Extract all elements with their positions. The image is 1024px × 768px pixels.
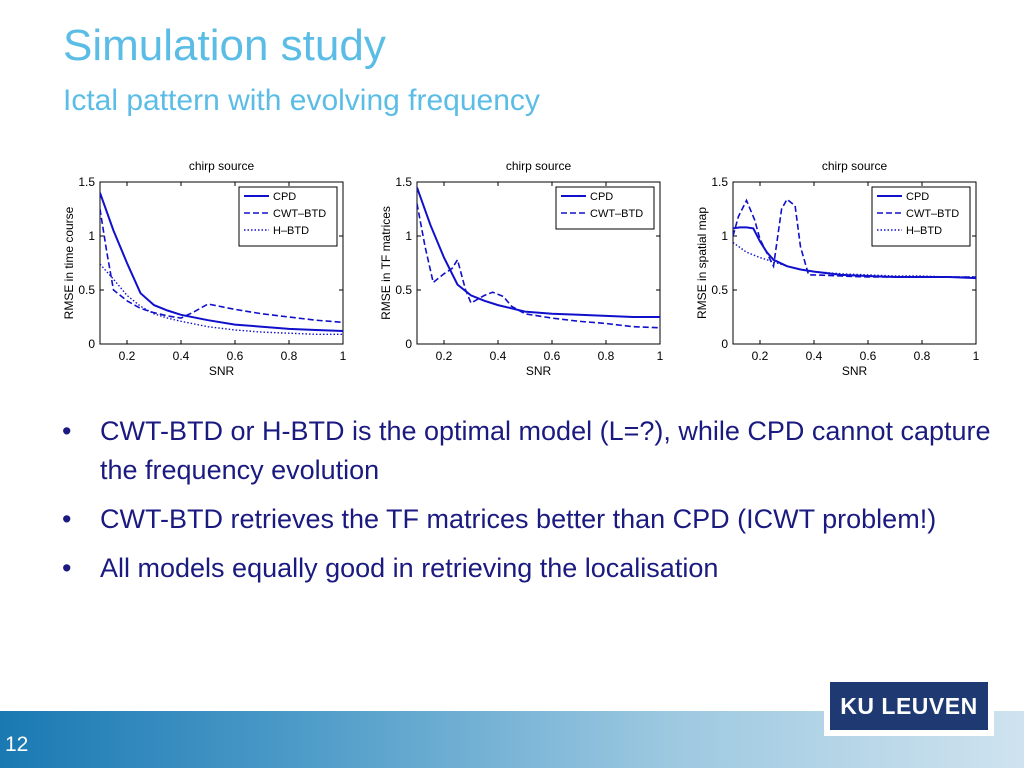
chart-1: chirp source 0 0.5 1 1.5 0.2 0.4 0.6 0.8 1 SNR RMSE… — [62, 159, 347, 378]
ku-leuven-logo: KU LEUVEN — [824, 676, 994, 736]
series-line-cwtbtd — [100, 208, 343, 324]
y-tick-label: 0.5 — [78, 283, 95, 297]
y-tick-label: 0.5 — [711, 283, 728, 297]
y-axis-label: RMSE in time course — [62, 206, 76, 319]
x-tick-label: 1 — [657, 349, 664, 363]
chart-title: chirp source — [506, 159, 572, 173]
chart-title: chirp source — [822, 159, 888, 173]
x-tick-label: 0.4 — [173, 349, 190, 363]
y-tick-label: 1 — [405, 229, 412, 243]
x-tick-label: 0.6 — [227, 349, 244, 363]
bullet-glyph: • — [62, 553, 72, 583]
slide-subtitle: Ictal pattern with evolving frequency — [63, 84, 540, 117]
bullet-item: • CWT-BTD or H-BTD is the optimal model (… — [62, 412, 1012, 490]
bullet-text: CWT-BTD retrieves the TF matrices better… — [100, 504, 937, 534]
y-axis-label: RMSE in TF matrices — [379, 206, 393, 320]
y-tick-label: 0 — [405, 337, 412, 351]
x-tick-label: 0.8 — [281, 349, 298, 363]
series-line-cpd — [100, 192, 343, 332]
bullet-glyph: • — [62, 416, 72, 446]
y-tick-label: 1.5 — [395, 175, 412, 189]
series-line-cwtbtd — [733, 198, 976, 278]
y-axis-label: RMSE in spatial map — [695, 207, 709, 319]
y-tick-label: 1 — [721, 229, 728, 243]
legend-label: CWT–BTD — [273, 208, 326, 220]
y-tick-label: 1.5 — [711, 175, 728, 189]
legend-label: CPD — [273, 191, 296, 203]
x-tick-label: 0.2 — [752, 349, 769, 363]
x-tick-label: 1 — [973, 349, 980, 363]
legend-label: H–BTD — [273, 225, 309, 237]
series-line-hbtd — [100, 263, 343, 335]
chart-title: chirp source — [189, 159, 255, 173]
bullet-text: CWT-BTD or H-BTD is the optimal model (L… — [100, 416, 991, 485]
legend-label: CPD — [906, 191, 929, 203]
logo-text: KU LEUVEN — [830, 682, 988, 730]
chart-2: chirp source 0 0.5 1 1.5 0.2 0.4 0.6 0.8 1 SNR RMSE… — [379, 159, 664, 378]
legend-label: CWT–BTD — [590, 208, 643, 220]
charts-panel: chirp source 0 0.5 1 1.5 0.2 0.4 0.6 0.8 1 SNR RMSE… — [62, 159, 980, 378]
x-tick-label: 0.4 — [490, 349, 507, 363]
y-tick-label: 0 — [88, 337, 95, 351]
series-line-cpd — [733, 226, 976, 280]
y-tick-label: 1.5 — [78, 175, 95, 189]
x-tick-label: 1 — [340, 349, 347, 363]
x-tick-label: 0.4 — [806, 349, 823, 363]
chart-3: chirp source 0 0.5 1 1.5 0.2 0.4 0.6 0.8 1 SNR RMSE… — [695, 159, 980, 378]
x-axis-label: SNR — [209, 364, 235, 378]
bullet-text: All models equally good in retrieving th… — [100, 553, 719, 583]
legend-box — [555, 186, 655, 230]
legend-label: H–BTD — [906, 225, 942, 237]
bullet-glyph: • — [62, 504, 72, 534]
x-axis-label: SNR — [842, 364, 868, 378]
slide-title: Simulation study — [63, 21, 386, 70]
x-tick-label: 0.8 — [914, 349, 931, 363]
y-tick-label: 0 — [721, 337, 728, 351]
x-tick-label: 0.8 — [598, 349, 615, 363]
legend-label: CWT–BTD — [906, 208, 959, 220]
x-tick-label: 0.6 — [544, 349, 561, 363]
x-axis-label: SNR — [526, 364, 552, 378]
x-tick-label: 0.2 — [119, 349, 136, 363]
series-line-cpd — [417, 187, 660, 318]
series-line-cwtbtd — [417, 203, 660, 329]
bullet-list: • CWT-BTD or H-BTD is the optimal model (… — [62, 412, 1012, 598]
y-tick-label: 1 — [88, 229, 95, 243]
x-tick-label: 0.2 — [436, 349, 453, 363]
legend-label: CPD — [590, 191, 613, 203]
bullet-item: • CWT-BTD retrieves the TF matrices bette… — [62, 500, 1012, 539]
page-number: 12 — [5, 733, 29, 756]
y-tick-label: 0.5 — [395, 283, 412, 297]
bullet-item: • All models equally good in retrieving t… — [62, 549, 1012, 588]
x-tick-label: 0.6 — [860, 349, 877, 363]
